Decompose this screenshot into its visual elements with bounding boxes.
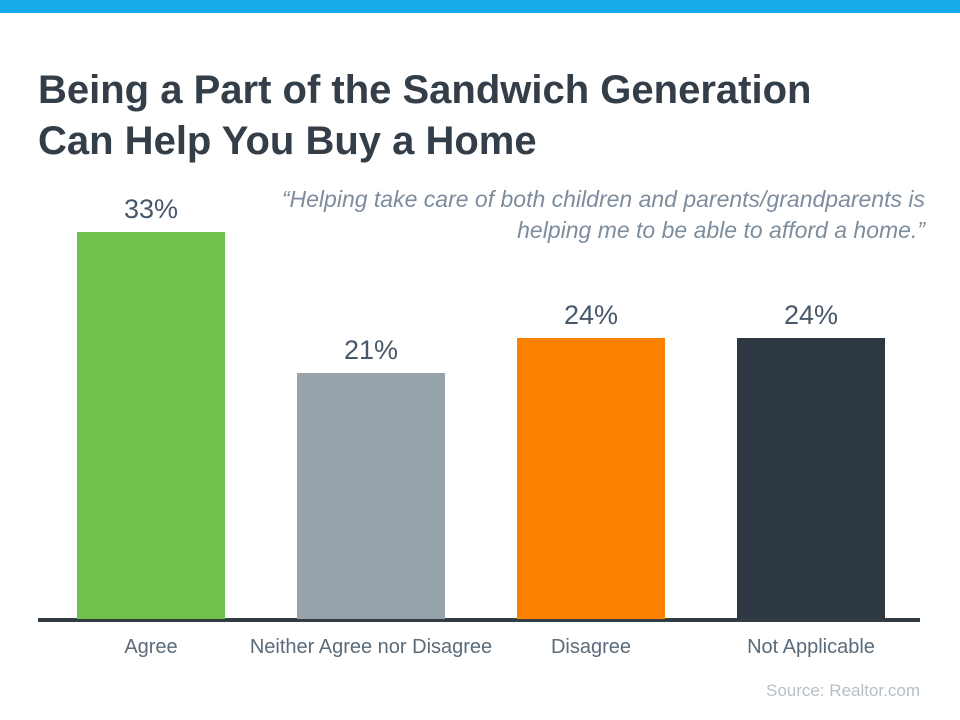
bar-value-label: 24% (563, 300, 619, 330)
bar (737, 338, 885, 619)
chart-quote: “Helping take care of both children and … (281, 186, 925, 243)
x-axis-label: Disagree (550, 636, 632, 658)
x-axis-line (38, 618, 920, 622)
page-title-line-2: Can Help You Buy a Home (38, 118, 537, 163)
bar (517, 338, 665, 619)
page-title: Being a Part of the Sandwich Generation C… (38, 65, 918, 167)
bar-value-label: 21% (343, 335, 399, 365)
x-axis-label: Not Applicable (747, 636, 875, 658)
x-axis-label: Neither Agree nor Disagree (249, 636, 493, 658)
top-accent-bar (0, 0, 960, 13)
bar (77, 232, 225, 619)
page-title-line-1: Being a Part of the Sandwich Generation (38, 67, 812, 112)
bar-value-label: 24% (783, 300, 839, 330)
x-axis-label: Agree (124, 636, 178, 658)
bar-value-label: 33% (123, 194, 179, 224)
source-attribution: Source: Realtor.com (765, 681, 920, 700)
bar (297, 373, 445, 619)
